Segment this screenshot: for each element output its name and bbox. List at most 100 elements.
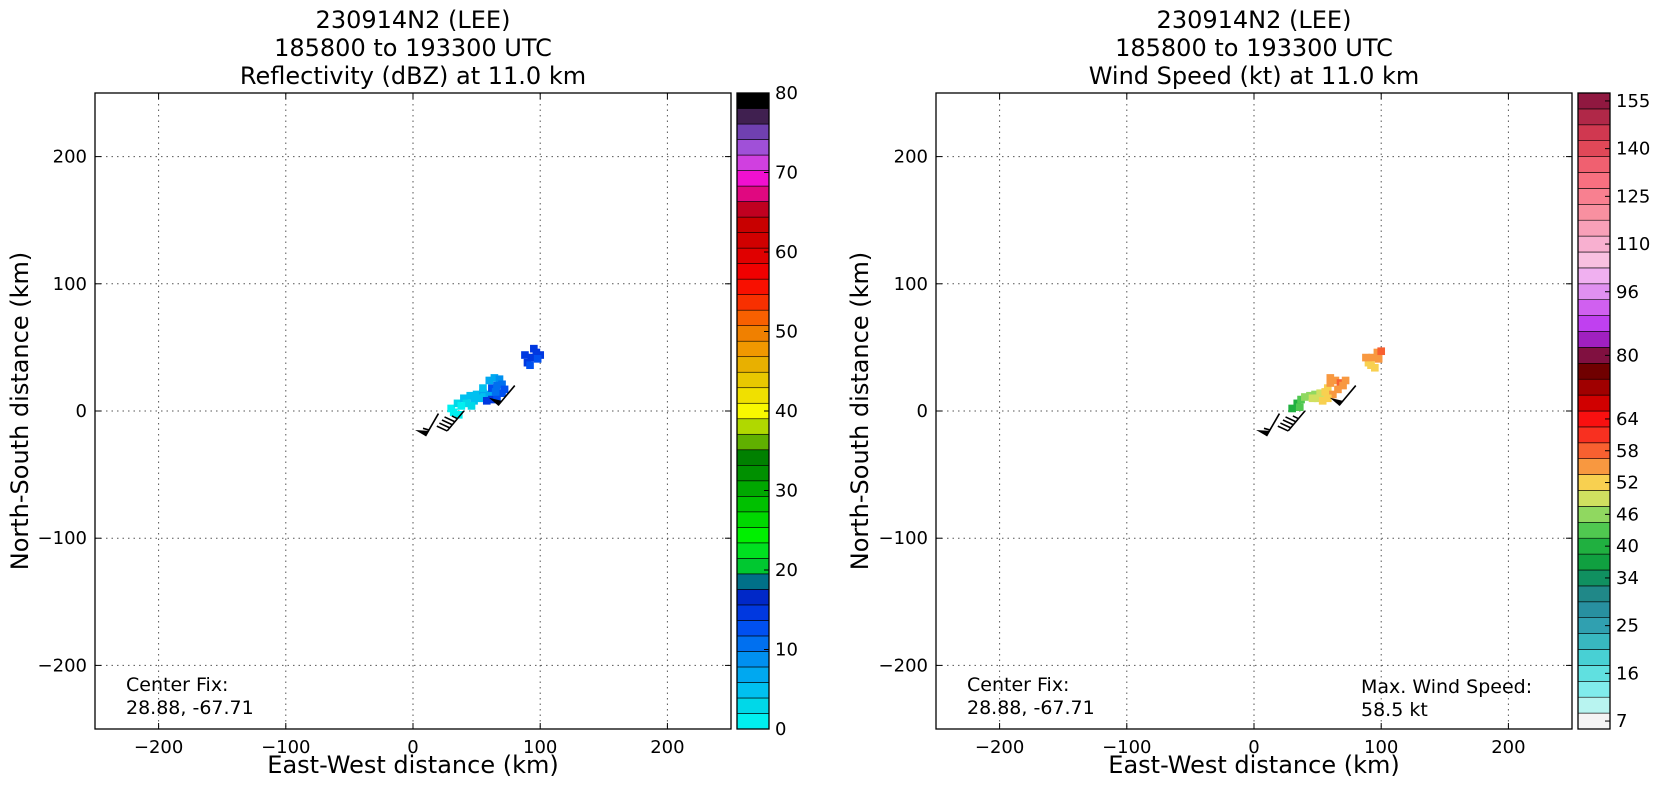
reflectivity-colorbar-bin bbox=[736, 527, 770, 544]
reflectivity-colorbar-tick-label: 0 bbox=[775, 719, 786, 740]
wind-colorbar-tick-label: 25 bbox=[1616, 616, 1639, 637]
reflectivity-data-cell bbox=[495, 375, 504, 384]
wind-colorbar-bin bbox=[1577, 267, 1611, 285]
wind-data-cell bbox=[1316, 389, 1324, 398]
wind-ytick-label: −200 bbox=[879, 655, 928, 676]
reflectivity-colorbar-bin bbox=[736, 123, 770, 140]
wind-wind-barb bbox=[1277, 410, 1306, 432]
wind-colorbar-bin bbox=[1577, 490, 1611, 507]
max-wind-value: 58.5 kt bbox=[1361, 699, 1428, 721]
wind-title-line-2: 185800 to 193300 UTC bbox=[1115, 34, 1393, 62]
wind-data-cell bbox=[1331, 376, 1340, 385]
wind-title-line-1: 230914N2 (LEE) bbox=[1157, 6, 1352, 34]
reflectivity-data-cell bbox=[467, 402, 476, 410]
reflectivity-colorbar-bin bbox=[736, 263, 770, 280]
reflectivity-colorbar-bin bbox=[736, 433, 770, 451]
reflectivity-colorbar-bin bbox=[736, 542, 770, 559]
reflectivity-colorbar-tick-label: 40 bbox=[775, 401, 798, 422]
wind-data-cell bbox=[1323, 384, 1332, 392]
wind-colorbar-bin bbox=[1577, 362, 1611, 380]
reflectivity-xtick-label: 100 bbox=[523, 737, 557, 758]
reflectivity-data-cell bbox=[500, 385, 509, 394]
wind-wind-barb bbox=[1329, 385, 1357, 406]
wind-colorbar: 7 16 25 34 40 46 52 58 64 80 96 110 125 140 155 bbox=[1577, 91, 1650, 732]
wind-xtick-label: −200 bbox=[975, 737, 1024, 758]
wind-ytick-label: 0 bbox=[917, 401, 928, 422]
reflectivity-colorbar-bin bbox=[736, 496, 770, 513]
reflectivity-data-cell bbox=[521, 351, 529, 359]
wind-data-cell bbox=[1301, 393, 1309, 401]
reflectivity-colorbar-bin bbox=[736, 154, 770, 171]
reflectivity-colorbar-bin bbox=[736, 340, 770, 358]
wind-data-cell bbox=[1367, 361, 1375, 370]
wind-xtick-label: 100 bbox=[1364, 737, 1398, 758]
reflectivity-xtick-label: −100 bbox=[261, 737, 310, 758]
reflectivity-colorbar-bin bbox=[736, 387, 770, 404]
wind-title-line-3: Wind Speed (kt) at 11.0 km bbox=[1089, 62, 1420, 90]
reflectivity-colorbar-tick-label: 70 bbox=[775, 163, 798, 184]
reflectivity-xtick-label: 200 bbox=[650, 737, 684, 758]
wind-data-cell bbox=[1318, 397, 1327, 405]
reflectivity-data-cell bbox=[533, 355, 542, 363]
reflectivity-colorbar-bin bbox=[736, 651, 770, 668]
reflectivity-wind-barb bbox=[415, 413, 440, 437]
reflectivity-colorbar-bin bbox=[736, 185, 770, 202]
reflectivity-colorbar-bin bbox=[736, 666, 770, 683]
wind-colorbar-tick-label: 46 bbox=[1616, 504, 1639, 525]
wind-axis-ticks: −200 −100 0 100 200 −200 −100 0 100 200 bbox=[879, 93, 1572, 758]
reflectivity-wind-barb bbox=[488, 385, 516, 406]
wind-colorbar-bin bbox=[1577, 521, 1611, 539]
max-wind-label: Max. Wind Speed: bbox=[1361, 676, 1532, 698]
reflectivity-colorbar-tick-label: 30 bbox=[775, 481, 798, 502]
reflectivity-data-cell bbox=[485, 390, 494, 399]
wind-data-cell bbox=[1288, 404, 1296, 413]
reflectivity-colorbar-bin bbox=[736, 309, 770, 326]
wind-xtick-label: 200 bbox=[1491, 737, 1525, 758]
reflectivity-colorbar-bin bbox=[736, 278, 770, 295]
wind-colorbar-bin bbox=[1577, 680, 1611, 698]
reflectivity-colorbar-bin bbox=[736, 371, 770, 389]
wind-colorbar-bin bbox=[1577, 315, 1611, 332]
reflectivity-colorbar-tick-label: 20 bbox=[775, 560, 798, 581]
wind-colorbar-bin bbox=[1577, 649, 1611, 666]
reflectivity-title-line-2: 185800 to 193300 UTC bbox=[274, 34, 552, 62]
wind-colorbar-tick-label: 16 bbox=[1616, 663, 1639, 684]
reflectivity-title-line-3: Reflectivity (dBZ) at 11.0 km bbox=[240, 62, 586, 90]
reflectivity-colorbar-bin bbox=[736, 464, 770, 482]
wind-colorbar-bin bbox=[1577, 219, 1611, 237]
wind-center-fix-value: 28.88, -67.71 bbox=[967, 697, 1095, 719]
wind-xtick-label: −100 bbox=[1102, 737, 1151, 758]
reflectivity-colorbar-tick-label: 60 bbox=[775, 242, 798, 263]
reflectivity-colorbar-tick-label: 10 bbox=[775, 640, 798, 661]
wind-wind-barb bbox=[1256, 413, 1281, 437]
reflectivity-center-fix-label: Center Fix: bbox=[126, 674, 228, 696]
wind-data-cell bbox=[1371, 363, 1379, 372]
wind-colorbar-tick-label: 80 bbox=[1616, 345, 1639, 366]
wind-grid bbox=[936, 93, 1572, 729]
wind-y-axis-label: North-South distance (km) bbox=[846, 252, 874, 571]
reflectivity-xtick-label: 0 bbox=[407, 737, 418, 758]
reflectivity-data-cell bbox=[485, 376, 494, 385]
reflectivity-colorbar-bin bbox=[736, 573, 770, 590]
wind-data-cell bbox=[1295, 403, 1304, 411]
wind-colorbar-bin bbox=[1577, 156, 1611, 173]
wind-colorbar-tick-label: 40 bbox=[1616, 536, 1639, 557]
wind-colorbar-bin bbox=[1577, 172, 1611, 189]
reflectivity-data-cell bbox=[462, 399, 471, 408]
reflectivity-ytick-label: 200 bbox=[53, 147, 87, 168]
wind-data-cell bbox=[1377, 347, 1386, 356]
reflectivity-data-cell bbox=[449, 408, 458, 417]
wind-colorbar-tick-label: 96 bbox=[1616, 282, 1639, 303]
reflectivity-data-cell bbox=[498, 389, 506, 398]
reflectivity-data-cell bbox=[475, 394, 483, 403]
reflectivity-colorbar-bin bbox=[736, 620, 770, 637]
wind-colorbar-bin bbox=[1577, 585, 1611, 603]
reflectivity-colorbar-bin bbox=[736, 356, 770, 373]
wind-colorbar-bin bbox=[1577, 553, 1611, 571]
wind-colorbar-bin bbox=[1577, 601, 1611, 618]
reflectivity-colorbar-bin bbox=[736, 201, 770, 218]
wind-colorbar-bin bbox=[1577, 124, 1611, 142]
reflectivity-data-cell bbox=[498, 380, 506, 389]
reflectivity-data-cell bbox=[490, 374, 499, 382]
wind-plot-frame bbox=[935, 92, 1573, 730]
